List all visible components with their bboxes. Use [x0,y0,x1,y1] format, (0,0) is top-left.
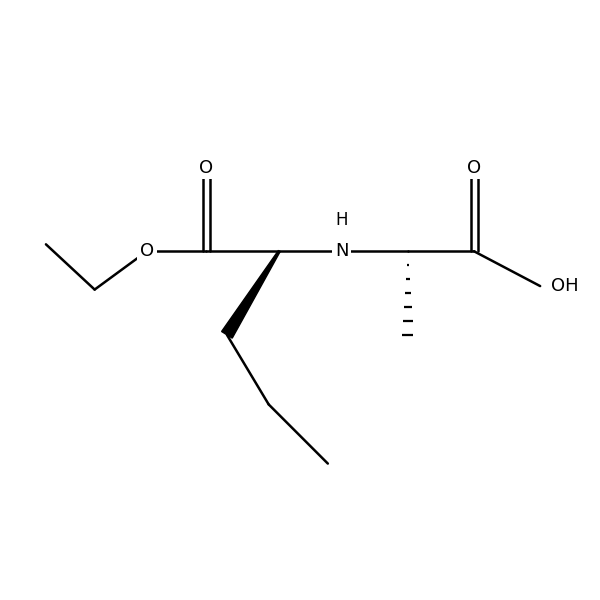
Text: O: O [140,242,154,260]
Text: O: O [199,159,213,177]
Text: O: O [467,159,481,177]
Text: N: N [335,242,349,260]
Text: H: H [335,211,348,229]
Text: OH: OH [551,277,578,295]
Polygon shape [221,251,280,338]
